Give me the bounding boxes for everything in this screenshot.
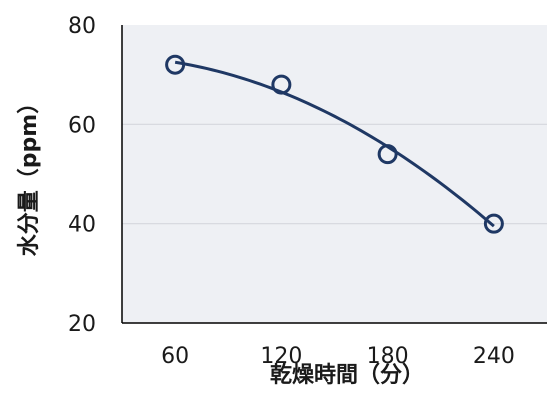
x-tick-label: 60 (161, 344, 189, 369)
y-tick-label: 40 (68, 213, 96, 238)
gridlines (122, 123, 547, 225)
y-tick-labels: 20 40 60 80 (68, 14, 96, 337)
x-tick-label: 120 (260, 344, 302, 369)
x-tick-labels: 60 120 180 240 (161, 344, 515, 369)
y-tick-label: 20 (68, 312, 96, 337)
x-tick-label: 240 (473, 344, 515, 369)
data-point (165, 54, 186, 75)
data-point (271, 74, 292, 95)
y-tick-label: 60 (68, 113, 96, 138)
y-tick-label: 80 (68, 14, 96, 39)
trend-curve (174, 60, 495, 228)
x-tick-label: 180 (367, 344, 409, 369)
data-point (483, 213, 504, 234)
plot-area (122, 25, 547, 323)
data-points (165, 54, 504, 234)
data-point (377, 144, 398, 165)
y-axis-title: 水分量（ppm） (17, 92, 42, 256)
x-axis-title: 乾燥時間（分） (270, 362, 424, 388)
